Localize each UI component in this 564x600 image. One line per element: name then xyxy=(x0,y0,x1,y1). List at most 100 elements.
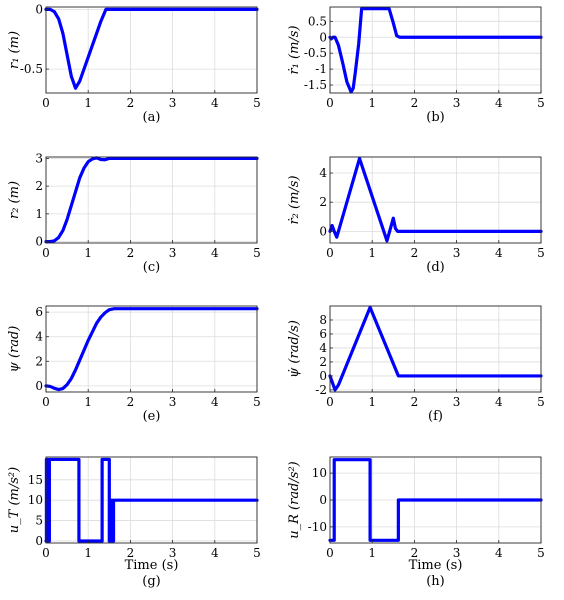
y-tick-label: 2 xyxy=(319,195,327,209)
y-tick-label: 0 xyxy=(35,235,43,249)
x-tick-label: 0 xyxy=(326,246,334,260)
x-tick-label: 4 xyxy=(495,96,503,110)
x-tick-label: 1 xyxy=(84,96,92,110)
x-tick-label: 2 xyxy=(127,96,135,110)
y-tick-label: 0 xyxy=(319,493,327,507)
series-line xyxy=(44,457,259,543)
x-tick-label: 2 xyxy=(411,546,419,560)
y-tick-label: 10 xyxy=(28,493,43,507)
y-tick-label: 4 xyxy=(319,341,327,355)
y-axis-label: ṙ₁ (m/s) xyxy=(287,25,302,74)
subplot-caption: (d) xyxy=(426,260,444,275)
x-tick-label: 3 xyxy=(169,395,177,409)
y-tick-label: 3 xyxy=(35,151,43,165)
axes-frame xyxy=(45,6,258,94)
series-line xyxy=(44,156,259,244)
x-tick-label: 3 xyxy=(453,546,461,560)
x-tick-label: 3 xyxy=(453,96,461,110)
x-tick-label: 0 xyxy=(326,96,334,110)
x-tick-label: 4 xyxy=(495,395,503,409)
y-tick-label: 0.5 xyxy=(308,14,327,28)
x-tick-label: 4 xyxy=(211,395,219,409)
x-tick-label: 0 xyxy=(326,546,334,560)
subplot-caption: (h) xyxy=(426,574,445,589)
x-tick-label: 5 xyxy=(253,246,261,260)
y-axis-label: ṙ₂ (m/s) xyxy=(287,175,302,224)
y-tick-label: -0.5 xyxy=(304,46,327,60)
subplot-c: 0 1 2 3 4 5 0 1 2 3 r₂ (m) (c) xyxy=(7,151,261,275)
y-axis-label: ψ (rad) xyxy=(7,326,22,373)
series-line xyxy=(328,305,543,392)
x-tick-label: 0 xyxy=(42,546,50,560)
subplot-caption: (c) xyxy=(143,260,160,275)
y-axis-label: ψ̇ (rad/s) xyxy=(287,320,302,378)
y-tick-label: -0.5 xyxy=(20,62,43,76)
x-axis-label: Time (s) xyxy=(409,558,463,573)
y-axis-label: u_R (rad/s²) xyxy=(287,461,302,539)
subplot-caption: (f) xyxy=(428,409,443,424)
axes-frame xyxy=(329,6,542,94)
x-tick-label: 0 xyxy=(42,395,50,409)
x-axis-label: Time (s) xyxy=(125,558,179,573)
x-tick-label: 1 xyxy=(368,546,376,560)
series-line xyxy=(44,307,259,392)
x-tick-label: 2 xyxy=(411,96,419,110)
x-tick-label: 1 xyxy=(368,246,376,260)
x-tick-label: 3 xyxy=(453,395,461,409)
subplot-d: 0 1 2 3 4 5 4 2 0 ṙ₂ (m/s) (d) xyxy=(287,156,545,275)
series-line xyxy=(44,7,259,90)
subplot-e: 0 1 2 3 4 5 0 2 4 6 ψ (rad) (e) xyxy=(7,305,261,424)
x-tick-label: 5 xyxy=(537,546,545,560)
x-tick-label: 1 xyxy=(368,395,376,409)
y-tick-label: 15 xyxy=(28,473,43,487)
subplot-a: 0 1 2 3 4 5 0 -0.5r₁ (m) (a) xyxy=(7,2,261,125)
x-tick-label: 3 xyxy=(169,96,177,110)
y-tick-label: 10 xyxy=(312,466,327,480)
y-tick-label: 5 xyxy=(35,514,43,528)
y-tick-label: 6 xyxy=(319,327,327,341)
y-tick-label: 2 xyxy=(35,354,43,368)
y-tick-label: 0 xyxy=(319,30,327,44)
y-tick-label: -10 xyxy=(308,520,327,534)
x-tick-label: 0 xyxy=(42,96,50,110)
y-axis-label: u_T (m/s²) xyxy=(7,467,22,533)
x-tick-label: 0 xyxy=(326,395,334,409)
y-tick-label: 6 xyxy=(35,305,43,319)
y-tick-label: -1.5 xyxy=(304,78,327,92)
y-tick-label: 8 xyxy=(319,313,327,327)
subplot-b: 0 1 2 3 4 5 0.5 0 -0.5 -1 -1.5ṙ₁ (m/s) (b) xyxy=(287,6,545,125)
subplot-caption: (b) xyxy=(426,110,444,125)
x-tick-label: 4 xyxy=(211,96,219,110)
y-tick-label: 1 xyxy=(35,207,43,221)
x-tick-label: 2 xyxy=(411,246,419,260)
subplot-h: 0 1 2 3 4 5 10 0 -10 u_R (rad/s²) Time (s)(h) xyxy=(287,456,545,589)
x-tick-label: 5 xyxy=(537,246,545,260)
y-tick-label: -2 xyxy=(315,383,327,397)
series-line xyxy=(328,458,543,542)
x-tick-label: 4 xyxy=(211,546,219,560)
x-tick-label: 4 xyxy=(211,246,219,260)
x-tick-label: 5 xyxy=(253,96,261,110)
y-tick-label: 2 xyxy=(319,355,327,369)
axes-frame xyxy=(329,156,542,244)
y-tick-label: 0 xyxy=(319,369,327,383)
x-tick-label: 1 xyxy=(84,246,92,260)
y-tick-label: 0 xyxy=(35,2,43,16)
x-tick-label: 2 xyxy=(411,395,419,409)
axes-frame xyxy=(45,305,258,393)
subplot-g: 0 1 2 3 4 5 15 10 5 0 u_T (m/s²) Time (s)(g) xyxy=(7,456,261,589)
y-tick-label: 4 xyxy=(319,166,327,180)
x-tick-label: 5 xyxy=(253,395,261,409)
y-axis-label: r₁ (m) xyxy=(7,31,22,69)
series-line xyxy=(328,6,543,94)
x-tick-label: 2 xyxy=(127,395,135,409)
x-tick-label: 3 xyxy=(453,246,461,260)
subplot-caption: (a) xyxy=(143,110,161,125)
y-tick-label: 0 xyxy=(35,534,43,548)
x-tick-label: 1 xyxy=(84,395,92,409)
y-tick-label: 0 xyxy=(319,224,327,238)
subplot-caption: (e) xyxy=(143,409,161,424)
x-tick-label: 2 xyxy=(127,546,135,560)
y-tick-label: 4 xyxy=(35,330,43,344)
